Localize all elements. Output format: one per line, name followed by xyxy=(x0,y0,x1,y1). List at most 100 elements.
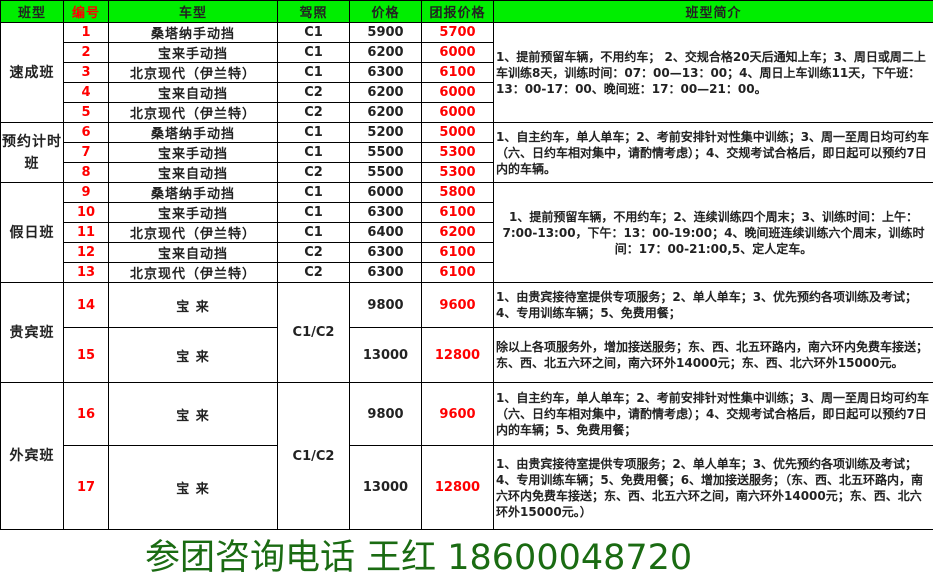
price: 6200 xyxy=(350,83,422,103)
price: 5200 xyxy=(350,123,422,143)
class-name: 假日班 xyxy=(1,183,64,283)
row-number: 12 xyxy=(64,243,109,263)
car-model: 桑塔纳手动挡 xyxy=(109,23,278,43)
price: 6300 xyxy=(350,203,422,223)
car-model: 宝 来 xyxy=(109,383,278,446)
price: 6000 xyxy=(350,183,422,203)
row-number: 6 xyxy=(64,123,109,143)
group-price: 6000 xyxy=(422,83,494,103)
car-model: 宝 来 xyxy=(109,328,278,383)
group-price: 5700 xyxy=(422,23,494,43)
group-price: 6000 xyxy=(422,43,494,63)
car-model: 北京现代（伊兰特） xyxy=(109,223,278,243)
row-number: 4 xyxy=(64,83,109,103)
car-model: 北京现代（伊兰特） xyxy=(109,263,278,283)
class-description: 1、提前预留车辆，不用约车； 2、交规合格20天后通知上车；3、周日或周二上车训… xyxy=(494,23,933,123)
group-price: 6100 xyxy=(422,203,494,223)
car-model: 宝来手动挡 xyxy=(109,203,278,223)
car-model: 宝来自动挡 xyxy=(109,83,278,103)
license-type: C1 xyxy=(278,203,350,223)
row-number: 13 xyxy=(64,263,109,283)
header-group-price: 团报价格 xyxy=(422,1,494,23)
group-price: 6200 xyxy=(422,223,494,243)
class-description: 除以上各项服务外，增加接送服务；东、西、北五环路内，南六环内免费车接送；东、西、… xyxy=(494,328,933,383)
license-type: C1 xyxy=(278,63,350,83)
row-number: 16 xyxy=(64,383,109,446)
license-type: C1 xyxy=(278,123,350,143)
group-price: 12800 xyxy=(422,446,494,530)
group-price: 5300 xyxy=(422,163,494,183)
license-type: C1 xyxy=(278,143,350,163)
header-class: 班型 xyxy=(1,1,64,23)
row-number: 2 xyxy=(64,43,109,63)
license-type: C1 xyxy=(278,43,350,63)
group-price: 5300 xyxy=(422,143,494,163)
license-type: C2 xyxy=(278,83,350,103)
row-number: 3 xyxy=(64,63,109,83)
license-type: C1 xyxy=(278,23,350,43)
class-name: 贵宾班 xyxy=(1,283,64,383)
row-number: 9 xyxy=(64,183,109,203)
price: 6200 xyxy=(350,103,422,123)
price: 9800 xyxy=(350,383,422,446)
car-model: 宝 来 xyxy=(109,283,278,328)
price: 13000 xyxy=(350,328,422,383)
license-type: C1 xyxy=(278,183,350,203)
license-type: C1/C2 xyxy=(278,283,350,383)
group-price: 9600 xyxy=(422,283,494,328)
row-number: 11 xyxy=(64,223,109,243)
group-price: 6000 xyxy=(422,103,494,123)
group-price: 6100 xyxy=(422,263,494,283)
row-number: 7 xyxy=(64,143,109,163)
price: 6200 xyxy=(350,43,422,63)
car-model: 桑塔纳手动挡 xyxy=(109,183,278,203)
row-number: 8 xyxy=(64,163,109,183)
car-model: 桑塔纳手动挡 xyxy=(109,123,278,143)
row-number: 15 xyxy=(64,328,109,383)
car-model: 宝来手动挡 xyxy=(109,43,278,63)
price: 13000 xyxy=(350,446,422,530)
group-price: 9600 xyxy=(422,383,494,446)
price: 5500 xyxy=(350,143,422,163)
class-description: 1、提前预留车辆，不用约车；2、连续训练四个周末；3、训练时间：上午：7:00-… xyxy=(494,183,933,283)
group-price: 6100 xyxy=(422,243,494,263)
license-type: C2 xyxy=(278,243,350,263)
price: 6300 xyxy=(350,263,422,283)
class-description: 1、自主约车，单人单车；2、考前安排针对性集中训练；3、周一至周日均可约车（六、… xyxy=(494,123,933,183)
header-price: 价格 xyxy=(350,1,422,23)
class-name: 预约计时班 xyxy=(1,123,64,183)
car-model: 宝 来 xyxy=(109,446,278,530)
row-number: 10 xyxy=(64,203,109,223)
watermark-text: 参团咨询电话 王红 18600048720 xyxy=(0,536,933,580)
row-number: 14 xyxy=(64,283,109,328)
license-type: C2 xyxy=(278,263,350,283)
price: 5900 xyxy=(350,23,422,43)
group-price: 5000 xyxy=(422,123,494,143)
license-type: C1/C2 xyxy=(278,383,350,530)
price: 5500 xyxy=(350,163,422,183)
group-price: 6100 xyxy=(422,63,494,83)
price: 6400 xyxy=(350,223,422,243)
class-name: 速成班 xyxy=(1,23,64,123)
class-description: 1、由贵宾接待室提供专项服务；2、单人单车；3、优先预约各项训练及考试；4、专用… xyxy=(494,446,933,530)
header-license: 驾照 xyxy=(278,1,350,23)
row-number: 5 xyxy=(64,103,109,123)
header-row: 班型 编号 车型 驾照 价格 团报价格 班型简介 xyxy=(1,1,933,23)
license-type: C1 xyxy=(278,223,350,243)
price: 6300 xyxy=(350,243,422,263)
row-number: 17 xyxy=(64,446,109,530)
license-type: C2 xyxy=(278,103,350,123)
group-price: 12800 xyxy=(422,328,494,383)
car-model: 宝来自动挡 xyxy=(109,243,278,263)
class-description: 1、自主约车，单人单车；2、考前安排针对性集中训练；3、周一至周日均可约车（六、… xyxy=(494,383,933,446)
car-model: 北京现代（伊兰特） xyxy=(109,103,278,123)
header-number: 编号 xyxy=(64,1,109,23)
group-price: 5800 xyxy=(422,183,494,203)
